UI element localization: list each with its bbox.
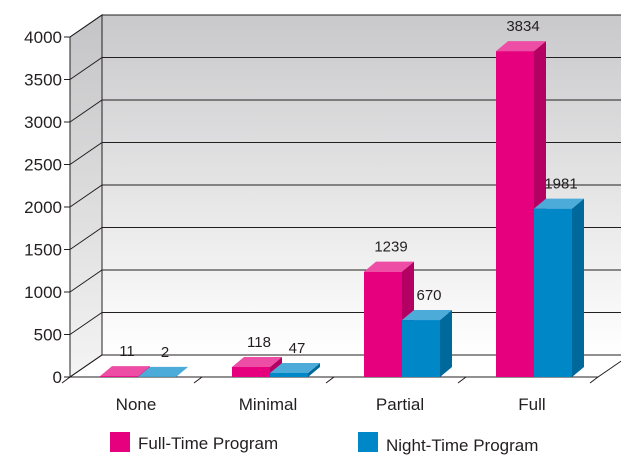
data-label: 118 [247, 334, 271, 351]
labels: 11 2 118 47 1239 670 3834 1981 [119, 18, 577, 361]
x-tick-label: Partial [376, 395, 424, 414]
bar-top [100, 366, 150, 377]
legend-swatch [358, 432, 378, 452]
x-tick-label: Full [518, 395, 545, 414]
gridline [69, 227, 621, 250]
bar-top [138, 366, 188, 377]
bar-side [308, 363, 320, 377]
gridline [69, 57, 621, 80]
y-tick-label: 0 [53, 368, 62, 387]
bar [138, 366, 188, 377]
bar-top [402, 310, 452, 321]
gridline [69, 99, 621, 123]
gridline [69, 14, 621, 38]
gridline [69, 142, 621, 165]
y-tick-label: 500 [34, 326, 62, 345]
bar [402, 310, 452, 377]
bar-top [364, 261, 414, 272]
bar-side [440, 310, 452, 377]
x-tick [589, 376, 599, 384]
y-tick-label: 4000 [24, 28, 62, 47]
bar-front [232, 366, 270, 377]
legend-label: Full-Time Program [138, 434, 278, 453]
bar-front [496, 51, 534, 378]
x-tick [457, 376, 467, 384]
y-tick-label: 3000 [24, 113, 62, 132]
bar-side [176, 366, 188, 377]
bar-front [270, 373, 308, 377]
bar [100, 366, 150, 377]
gridline [69, 184, 621, 208]
bar-side [572, 198, 584, 377]
axes: 0 500 1000 1500 2000 2500 3000 3500 4000 None Mini… [24, 28, 599, 414]
bar-front [100, 376, 138, 377]
y-tick-label: 2500 [24, 156, 62, 175]
bar [270, 363, 320, 377]
bars [100, 41, 584, 378]
data-label: 1981 [544, 176, 577, 193]
gridlines [69, 14, 621, 378]
x-tick-label: None [116, 395, 157, 414]
bar-top [496, 41, 546, 52]
gridline [69, 269, 621, 293]
bar-top [232, 356, 282, 367]
x-tick [193, 376, 203, 384]
legend-swatch [110, 432, 130, 452]
bar-front [364, 271, 402, 377]
gridline [69, 312, 621, 335]
legend: Full-Time Program Night-Time Program [110, 432, 538, 455]
bar [534, 198, 584, 377]
bar [364, 261, 414, 377]
y-tick-label: 1000 [24, 283, 62, 302]
bar-front [534, 208, 572, 377]
gridline [69, 354, 621, 378]
bar-top [270, 363, 320, 374]
data-label: 47 [289, 340, 306, 357]
data-label: 670 [416, 287, 441, 304]
x-tick [325, 376, 335, 384]
y-tick-label: 2000 [24, 198, 62, 217]
bar-front [402, 320, 440, 377]
x-tick [61, 376, 71, 384]
data-label: 11 [119, 343, 135, 360]
data-label: 1239 [374, 239, 407, 256]
x-tick-label: Minimal [239, 395, 298, 414]
bar-top [534, 198, 584, 209]
data-label: 2 [161, 344, 169, 361]
legend-label: Night-Time Program [386, 436, 538, 455]
y-tick-label: 3500 [24, 71, 62, 90]
data-label: 3834 [506, 18, 539, 35]
bar-side [138, 366, 150, 377]
y-tick-label: 1500 [24, 241, 62, 260]
